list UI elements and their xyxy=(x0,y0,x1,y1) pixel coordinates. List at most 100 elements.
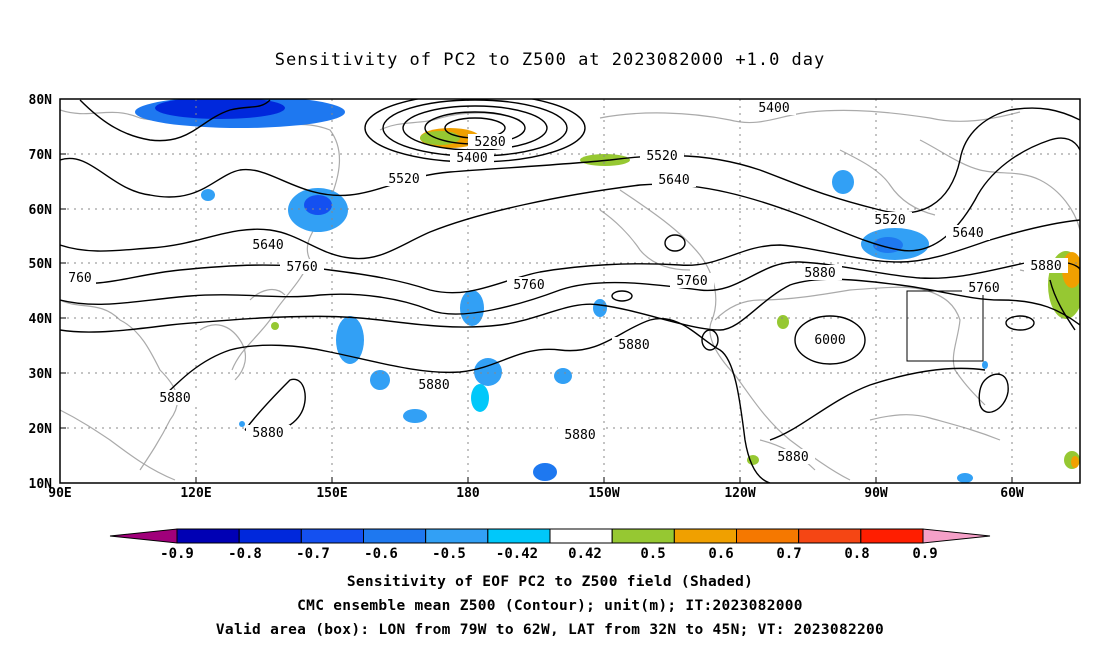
contour-label: 5640 xyxy=(946,225,990,241)
svg-text:5880: 5880 xyxy=(159,391,190,406)
contour-label: 5760 xyxy=(507,277,551,293)
lon-label: 180 xyxy=(456,486,480,501)
contour-label: 5760 xyxy=(670,273,714,289)
colorbar-label: -0.5 xyxy=(432,546,466,562)
colorbar-label: -0.9 xyxy=(160,546,194,562)
z500-contours xyxy=(60,99,1080,483)
contour-label: 5880 xyxy=(612,337,656,353)
map-title: Sensitivity of PC2 to Z500 at 2023082000… xyxy=(274,50,826,70)
lon-label: 120W xyxy=(724,486,755,501)
contour-label: 5400 xyxy=(450,150,494,166)
contour-label: 5880 xyxy=(153,390,197,406)
colorbar-segment xyxy=(549,528,613,544)
colorbar-label: 0.8 xyxy=(844,546,869,562)
gridlines xyxy=(60,99,1080,483)
svg-text:5280: 5280 xyxy=(474,135,505,150)
svg-text:5400: 5400 xyxy=(758,101,789,116)
colorbar-label: -0.8 xyxy=(228,546,262,562)
contour-label: 5880 xyxy=(771,449,815,465)
colorbar-segment xyxy=(736,528,800,544)
colorbar-segment xyxy=(363,528,427,544)
svg-text:5880: 5880 xyxy=(252,426,283,441)
colorbar-segment xyxy=(487,528,551,544)
svg-text:5640: 5640 xyxy=(952,226,983,241)
svg-text:5400: 5400 xyxy=(456,151,487,166)
colorbar-label: 0.9 xyxy=(912,546,937,562)
lon-label: 120E xyxy=(180,486,211,501)
contour-label: 760 xyxy=(60,270,96,286)
contour-label: 5520 xyxy=(868,212,912,228)
map-frame xyxy=(59,98,1081,484)
lat-label: 70N xyxy=(29,148,53,163)
colorbar-segment xyxy=(176,528,240,544)
contour-label: 5400 xyxy=(752,100,796,116)
lon-label: 90E xyxy=(48,486,71,501)
svg-text:5520: 5520 xyxy=(388,172,419,187)
contour-label: 5520 xyxy=(382,171,426,187)
lon-label: 90W xyxy=(864,486,888,501)
colorbar-label: 0.7 xyxy=(776,546,801,562)
coastlines xyxy=(60,109,1080,481)
lon-label: 150E xyxy=(316,486,347,501)
valid-area-box xyxy=(906,290,984,362)
contour-label: 5880 xyxy=(798,265,842,281)
lon-label: 60W xyxy=(1000,486,1024,501)
contour-label: 5280 xyxy=(468,134,512,150)
lon-label: 150W xyxy=(588,486,619,501)
colorbar-label: -0.6 xyxy=(364,546,398,562)
colorbar-segment xyxy=(611,528,675,544)
contour-label: 5880 xyxy=(246,425,290,441)
lat-label: 80N xyxy=(29,93,53,108)
svg-text:5760: 5760 xyxy=(676,274,707,289)
colorbar xyxy=(109,528,991,544)
svg-text:5880: 5880 xyxy=(804,266,835,281)
colorbar-label: 0.5 xyxy=(640,546,665,562)
contour-label: 5640 xyxy=(246,237,290,253)
contour-label: 5880 xyxy=(558,427,602,443)
svg-text:6000: 6000 xyxy=(814,333,845,348)
caption-contour: CMC ensemble mean Z500 (Contour); unit(m… xyxy=(297,598,803,614)
latitude-labels: 80N 70N 60N 50N 40N 30N 20N 10N xyxy=(29,93,53,492)
colorbar-end-low xyxy=(109,528,178,544)
longitude-labels: 90E 120E 150E 180 150W 120W 90W 60W xyxy=(48,486,1024,501)
contour-label: 5640 xyxy=(652,172,696,188)
lat-label: 10N xyxy=(29,477,53,492)
svg-text:5640: 5640 xyxy=(252,238,283,253)
svg-text:5880: 5880 xyxy=(1030,259,1061,274)
lat-label: 50N xyxy=(29,257,53,272)
contour-labels: 5400 5280 5400 5520 5520 5640 5640 5520 … xyxy=(60,100,1068,465)
caption-valid-area: Valid area (box): LON from 79W to 62W, L… xyxy=(215,622,885,638)
svg-text:5520: 5520 xyxy=(646,149,677,164)
colorbar-label: 0.42 xyxy=(568,546,602,562)
colorbar-label: -0.7 xyxy=(296,546,330,562)
svg-text:5640: 5640 xyxy=(658,173,689,188)
colorbar-end-high xyxy=(922,528,991,544)
svg-text:5760: 5760 xyxy=(286,260,317,275)
colorbar-segment xyxy=(798,528,862,544)
lat-label: 40N xyxy=(29,312,53,327)
colorbar-segment xyxy=(300,528,365,544)
colorbar-label: 0.6 xyxy=(708,546,733,562)
contour-label: 5520 xyxy=(640,148,684,164)
colorbar-labels: -0.9 -0.8 -0.7 -0.6 -0.5 -0.42 0.42 0.5 … xyxy=(160,546,938,562)
contour-label: 5880 xyxy=(1024,258,1068,274)
svg-text:5520: 5520 xyxy=(874,213,905,228)
colorbar-label: -0.42 xyxy=(496,546,538,562)
contour-label: 6000 xyxy=(808,332,852,348)
contour-label: 5760 xyxy=(280,259,324,275)
lat-label: 20N xyxy=(29,422,53,437)
colorbar-segment xyxy=(425,528,489,544)
colorbar-segment xyxy=(673,528,737,544)
contour-label: 5880 xyxy=(412,377,456,393)
svg-text:5880: 5880 xyxy=(777,450,808,465)
lat-label: 30N xyxy=(29,367,53,382)
svg-text:5880: 5880 xyxy=(618,338,649,353)
svg-text:5880: 5880 xyxy=(564,428,595,443)
svg-text:5760: 5760 xyxy=(968,281,999,296)
svg-text:5880: 5880 xyxy=(418,378,449,393)
svg-text:5760: 5760 xyxy=(513,278,544,293)
contour-label: 5760 xyxy=(962,280,1006,296)
axis-ticks xyxy=(60,98,1013,483)
caption-shaded: Sensitivity of EOF PC2 to Z500 field (Sh… xyxy=(346,574,754,590)
